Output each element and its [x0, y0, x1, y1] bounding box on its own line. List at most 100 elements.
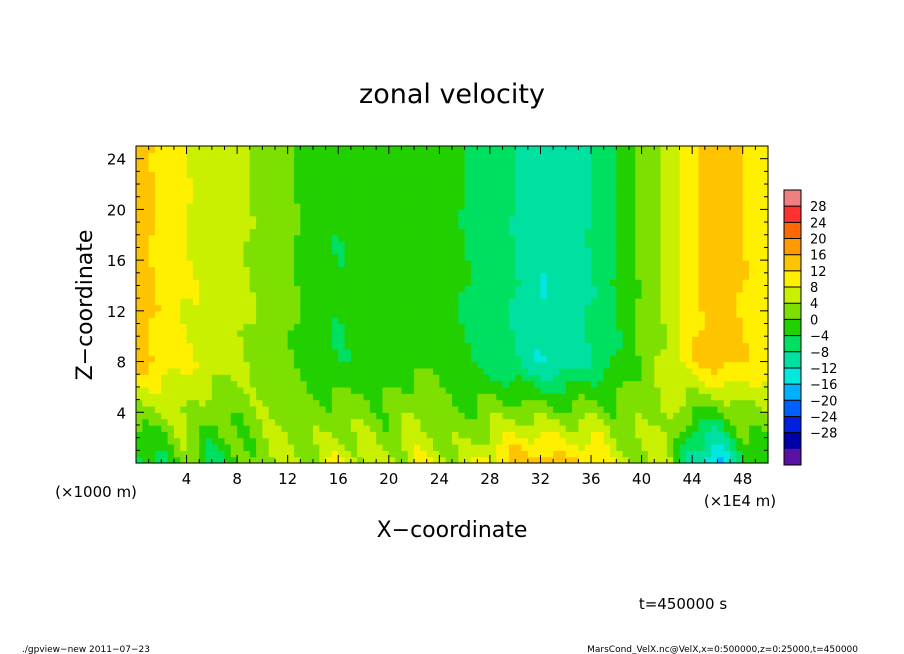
heatmap-cell: [647, 190, 655, 198]
heatmap-cell: [698, 380, 706, 388]
heatmap-cell: [591, 380, 598, 388]
heatmap-cell: [230, 228, 238, 236]
heatmap-cell: [268, 348, 276, 356]
heatmap-cell: [559, 285, 567, 293]
heatmap-cell: [192, 279, 200, 287]
heatmap-cell: [628, 329, 636, 337]
heatmap-cell: [357, 393, 365, 401]
heatmap-cell: [742, 253, 750, 261]
heatmap-cell: [218, 260, 226, 268]
heatmap-cell: [294, 393, 301, 401]
heatmap-cell: [489, 253, 497, 261]
heatmap-cell: [483, 450, 491, 458]
heatmap-cell: [603, 374, 611, 382]
heatmap-cell: [502, 146, 510, 153]
heatmap-cell: [666, 323, 674, 331]
heatmap-cell: [622, 431, 630, 439]
heatmap-cell: [578, 222, 586, 230]
heatmap-cell: [565, 215, 573, 223]
heatmap-cell: [426, 405, 434, 413]
heatmap-cell: [331, 456, 339, 464]
heatmap-cell: [660, 260, 668, 268]
heatmap-cell: [369, 215, 377, 223]
heatmap-cell: [439, 196, 447, 204]
heatmap-cell: [483, 456, 491, 464]
heatmap-cell: [388, 203, 396, 210]
heatmap-cell: [559, 222, 567, 230]
heatmap-cell: [534, 165, 542, 172]
heatmap-cell: [559, 298, 567, 306]
heatmap-cell: [591, 260, 598, 268]
heatmap-cell: [249, 317, 257, 325]
heatmap-cell: [230, 424, 238, 432]
heatmap-cell: [275, 361, 282, 369]
heatmap-cell: [287, 323, 295, 331]
heatmap-cell: [306, 431, 314, 439]
heatmap-cell: [426, 317, 434, 325]
heatmap-cell: [350, 298, 358, 306]
heatmap-cell: [597, 272, 605, 280]
heatmap-cell: [173, 165, 181, 172]
heatmap-cell: [565, 456, 573, 464]
heatmap-cell: [502, 260, 510, 268]
heatmap-cell: [679, 367, 687, 375]
heatmap-cell: [540, 209, 548, 217]
heatmap-cell: [546, 190, 554, 198]
heatmap-cell: [256, 285, 263, 293]
heatmap-cell: [483, 215, 491, 223]
heatmap-cell: [572, 285, 579, 293]
heatmap-cell: [635, 393, 643, 401]
heatmap-cell: [167, 342, 175, 350]
heatmap-cell: [199, 355, 207, 363]
heatmap-cell: [527, 456, 535, 464]
heatmap-cell: [470, 177, 478, 185]
heatmap-cell: [306, 171, 314, 179]
heatmap-cell: [268, 336, 276, 344]
heatmap-cell: [414, 367, 421, 375]
heatmap-cell: [445, 399, 453, 407]
heatmap-cell: [610, 431, 617, 439]
heatmap-cell: [407, 367, 415, 375]
heatmap-cell: [483, 348, 491, 356]
heatmap-cell: [420, 405, 428, 413]
heatmap-cell: [224, 361, 232, 369]
heatmap-cell: [711, 348, 719, 356]
heatmap-cell: [192, 443, 200, 451]
heatmap-cell: [249, 234, 257, 242]
heatmap-cell: [414, 443, 421, 451]
heatmap-cell: [243, 184, 251, 191]
heatmap-cell: [439, 374, 447, 382]
heatmap-cell: [660, 348, 668, 356]
heatmap-cell: [401, 355, 409, 363]
heatmap-cell: [704, 342, 712, 350]
heatmap-cell: [692, 367, 700, 375]
heatmap-cell: [635, 272, 643, 280]
heatmap-cell: [578, 146, 586, 153]
heatmap-cell: [186, 152, 194, 160]
heatmap-cell: [635, 253, 643, 261]
heatmap-cell: [281, 450, 289, 458]
heatmap-cell: [679, 355, 687, 363]
heatmap-cell: [597, 196, 605, 204]
heatmap-cell: [224, 386, 232, 394]
heatmap-cell: [591, 272, 598, 280]
heatmap-cell: [294, 190, 301, 198]
heatmap-cell: [218, 399, 226, 407]
heatmap-cell: [534, 234, 542, 242]
heatmap-cell: [369, 158, 377, 166]
heatmap-cell: [344, 443, 352, 451]
heatmap-cell: [755, 241, 763, 249]
heatmap-cell: [521, 336, 529, 344]
heatmap-cell: [382, 171, 390, 179]
heatmap-cell: [761, 165, 769, 172]
heatmap-cell: [685, 260, 693, 268]
heatmap-cell: [382, 431, 390, 439]
heatmap-cell: [230, 171, 238, 179]
heatmap-cell: [723, 443, 731, 451]
heatmap-cell: [755, 285, 763, 293]
heatmap-cell: [723, 405, 731, 413]
heatmap-cell: [148, 215, 156, 223]
heatmap-cell: [496, 196, 504, 204]
heatmap-cell: [136, 158, 143, 166]
heatmap-cell: [553, 355, 561, 363]
